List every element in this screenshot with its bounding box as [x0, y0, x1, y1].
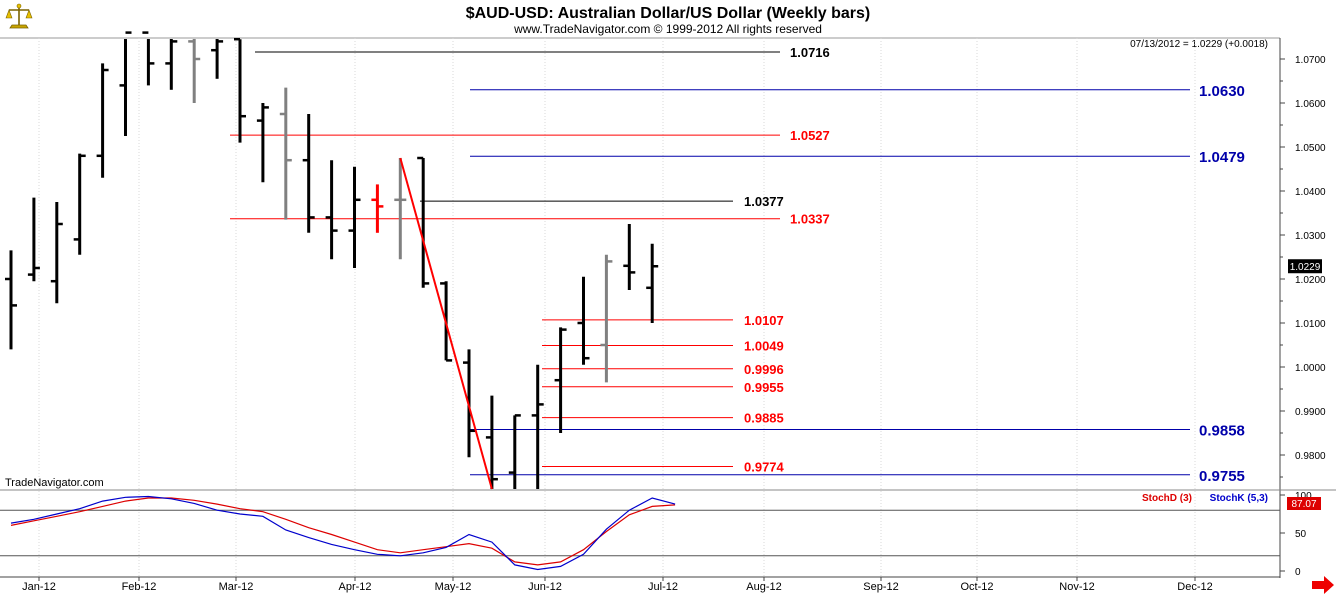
stoch-k-line [10, 495, 676, 571]
copyright-text: www.TradeNavigator.com © 1999-2012 All r… [513, 22, 822, 36]
stoch-last-label: 87.07 [1291, 499, 1316, 510]
last-price-box [1288, 259, 1322, 274]
legend-stoch-d: StochD (3) [1142, 493, 1192, 504]
level-label: 1.0377 [744, 194, 784, 209]
x-tick-label: Sep-12 [863, 581, 898, 593]
last-price-marker: 1.0229 [1288, 259, 1322, 274]
price-tick-label: 0.9800 [1295, 451, 1326, 462]
level-label: 1.0479 [1199, 149, 1245, 166]
ohlc-bar [256, 103, 269, 183]
stoch-tick-label: 0 [1295, 567, 1301, 578]
stoch-tick-label: 50 [1295, 529, 1307, 540]
last-price-label: 1.0229 [1290, 262, 1321, 273]
ohlc-bar [279, 87, 292, 220]
ohlc-bar [600, 254, 613, 383]
price-tick-label: 1.0600 [1295, 99, 1326, 110]
chart-title: $AUD-USD: Australian Dollar/US Dollar (W… [466, 5, 871, 22]
x-axis-labels: Jan-12 Feb-12 Mar-12 Apr-12 May-12 Jun-12 Jul-… [22, 577, 1213, 593]
ohlc-bar [165, 39, 178, 90]
ohlc-bar [119, 31, 132, 136]
x-tick-label: Jun-12 [528, 581, 562, 593]
price-tick-label: 1.0000 [1295, 363, 1326, 374]
level-label: 0.9774 [744, 459, 785, 474]
last-quote: 07/13/2012 = 1.0229 (+0.0018) [1130, 39, 1268, 50]
ohlc-bar [5, 250, 17, 350]
x-tick-label: Dec-12 [1177, 581, 1212, 593]
stoch-last-marker: 87.07 [1287, 497, 1321, 510]
stoch-reference-lines [0, 509, 1280, 557]
price-levels: 1.0716 1.0630 1.0527 1.0479 1.0377 1.0337 1.01… [230, 45, 1245, 485]
ohlc-bar [302, 114, 315, 233]
level-label: 0.9858 [1199, 422, 1245, 439]
level-label: 0.9996 [744, 362, 784, 377]
x-tick-label: Nov-12 [1059, 581, 1094, 593]
level-label: 1.0527 [790, 128, 830, 143]
ohlc-bar [348, 166, 361, 268]
stochastic-panel: 0 50 100 StochD (3) StochK (5,3) 87.07 [0, 489, 1336, 578]
price-axis: 0.9800 0.9900 1.0000 1.0100 1.0200 1.0300 1.04… [1280, 55, 1326, 478]
x-tick-label: Apr-12 [338, 581, 371, 593]
ohlc-bar [394, 158, 407, 260]
ohlc-bar [325, 160, 338, 260]
scroll-right-button[interactable] [1312, 576, 1334, 594]
ohlc-bar [554, 327, 567, 433]
level-label: 1.0107 [744, 313, 784, 328]
price-tick-label: 1.0400 [1295, 187, 1326, 198]
stoch-last-box [1287, 497, 1321, 510]
ohlc-bar [508, 414, 521, 489]
ohlc-bar [73, 153, 86, 255]
price-tick-label: 1.0300 [1295, 231, 1326, 242]
ohlc-bar [531, 364, 544, 489]
level-label: 1.0716 [790, 45, 830, 60]
ohlc-bar [211, 39, 224, 79]
price-bars [5, 31, 659, 489]
ohlc-bar [188, 39, 201, 103]
price-panel: 0.9800 0.9900 1.0000 1.0100 1.0200 1.0300 1.04… [0, 31, 1326, 578]
x-tick-label: Jul-12 [648, 581, 678, 593]
stoch-d-line [10, 497, 676, 566]
legend-stoch-k: StochK (5,3) [1210, 493, 1268, 504]
price-tick-label: 1.0200 [1295, 275, 1326, 286]
ohlc-bar [623, 224, 636, 290]
x-tick-label: Mar-12 [219, 581, 254, 593]
trendline [399, 157, 493, 490]
watermark: TradeNavigator.com [5, 477, 104, 489]
right-arrow-icon[interactable] [1312, 576, 1334, 594]
ohlc-bar [485, 395, 498, 489]
level-label: 0.9955 [744, 380, 784, 395]
price-tick-label: 1.0500 [1295, 143, 1326, 154]
ohlc-bar [96, 63, 109, 178]
x-tick-label: Feb-12 [122, 581, 157, 593]
price-tick-label: 0.9900 [1295, 407, 1326, 418]
trendline-group [399, 157, 493, 490]
ohlc-bar [27, 197, 40, 282]
level-label: 0.9885 [744, 411, 784, 426]
level-label: 1.0337 [790, 212, 830, 227]
ohlc-bar [50, 202, 63, 304]
ohlc-bar [646, 243, 659, 323]
ohlc-bar [371, 184, 384, 233]
x-tick-label: May-12 [435, 581, 472, 593]
level-label: 1.0049 [744, 338, 784, 353]
level-label: 1.0630 [1199, 83, 1245, 100]
x-tick-label: Aug-12 [746, 581, 781, 593]
stoch-tick-label: 100 [1295, 491, 1312, 502]
x-tick-label: Oct-12 [960, 581, 993, 593]
price-tick-label: 1.0700 [1295, 55, 1326, 66]
logo-icon [4, 3, 34, 33]
month-gridlines [38, 38, 1196, 577]
price-tick-label: 1.0100 [1295, 319, 1326, 330]
ohlc-bar [417, 156, 430, 288]
ohlc-bar [234, 37, 246, 143]
level-label: 0.9755 [1199, 468, 1245, 485]
ohlc-bar [577, 276, 590, 365]
x-tick-label: Jan-12 [22, 581, 56, 593]
ohlc-bar [142, 31, 155, 86]
stoch-axis: 0 50 100 [1280, 491, 1312, 578]
